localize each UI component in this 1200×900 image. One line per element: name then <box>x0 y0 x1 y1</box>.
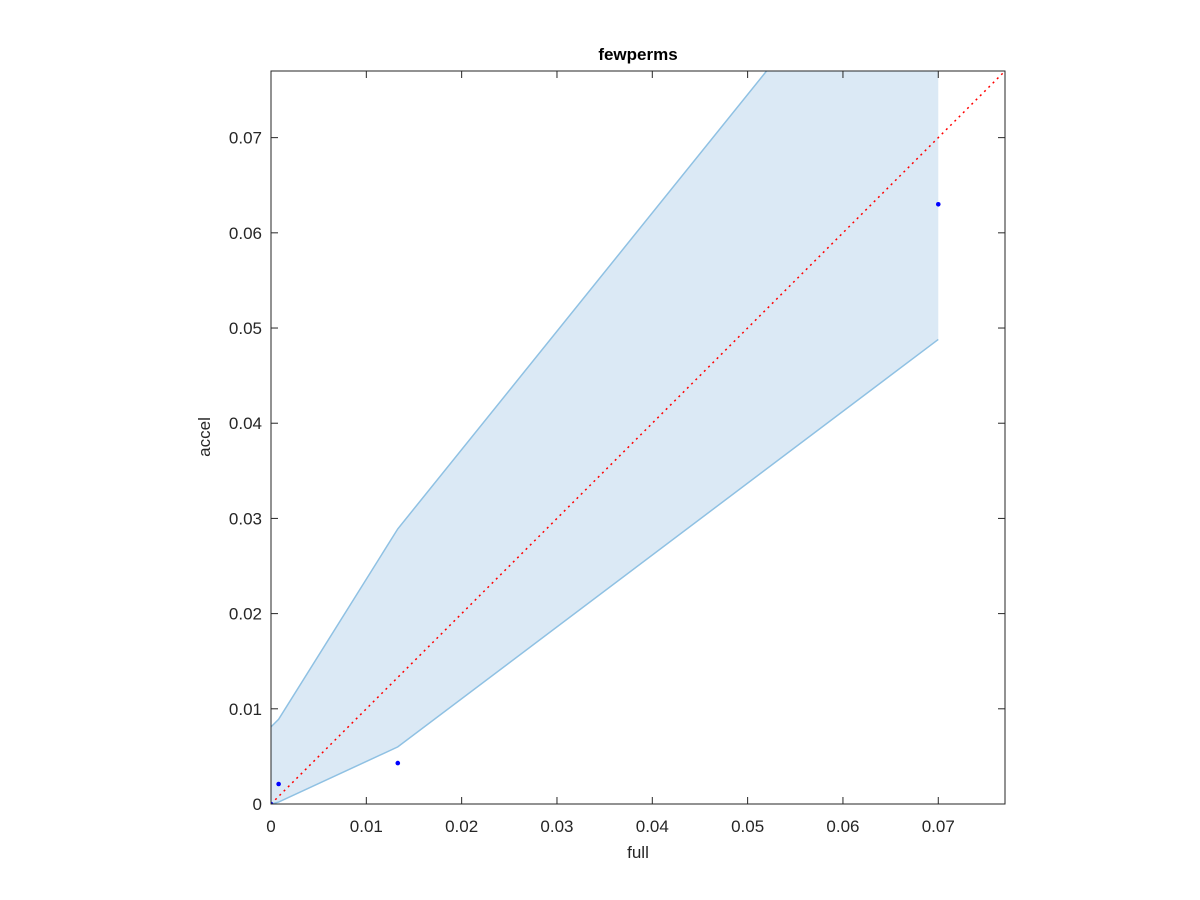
x-tick-label: 0.06 <box>826 817 859 836</box>
y-tick-label: 0.01 <box>229 700 262 719</box>
band-upper <box>271 71 768 728</box>
y-tick-label: 0.05 <box>229 319 262 338</box>
y-tick-label: 0.04 <box>229 414 262 433</box>
x-tick-label: 0.02 <box>445 817 478 836</box>
band-area <box>271 71 939 804</box>
y-tick-label: 0.06 <box>229 224 262 243</box>
reference-line <box>271 71 1005 804</box>
plot-area <box>271 71 1005 804</box>
x-tick-label: 0 <box>266 817 275 836</box>
x-tick-label: 0.01 <box>350 817 383 836</box>
chart-title: fewperms <box>598 45 677 64</box>
x-tick-label: 0.04 <box>636 817 669 836</box>
x-tick-label: 0.05 <box>731 817 764 836</box>
axes: 0 0.01 0.02 0.03 0.04 0.05 0.06 0.07 0 0.01 0.02 0.… <box>229 70 1006 836</box>
axes-box <box>270 70 1006 805</box>
y-axis-label: accel <box>195 417 214 457</box>
x-axis-label: full <box>627 843 649 862</box>
data-point <box>935 201 941 207</box>
y-tick-label: 0.03 <box>229 509 262 528</box>
data-point <box>271 801 274 804</box>
y-tick-label: 0.07 <box>229 129 262 148</box>
x-tick-label: 0.03 <box>540 817 573 836</box>
y-tick-label: 0.02 <box>229 605 262 624</box>
data-point <box>395 760 401 766</box>
y-tick-label: 0 <box>253 795 262 814</box>
band-lower <box>271 338 939 804</box>
x-tick-label: 0.07 <box>922 817 955 836</box>
data-point <box>276 781 281 787</box>
